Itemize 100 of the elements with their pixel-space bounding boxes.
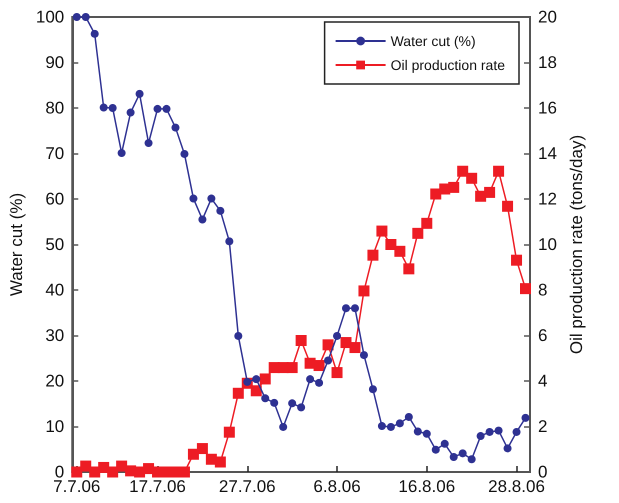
y2-tick-label: 2	[538, 417, 548, 436]
point	[82, 13, 90, 21]
point	[468, 455, 476, 464]
point	[162, 104, 171, 113]
point	[214, 456, 226, 468]
point	[421, 218, 432, 229]
point	[260, 373, 271, 384]
point	[243, 378, 252, 386]
point	[196, 443, 208, 454]
legend-label: Oil production rate	[390, 57, 506, 73]
point	[493, 166, 504, 177]
y-tick-label: 30	[45, 326, 64, 345]
point	[466, 172, 478, 184]
point	[350, 304, 359, 312]
point	[504, 444, 512, 452]
point	[403, 263, 414, 274]
point	[154, 104, 162, 113]
point	[207, 194, 216, 203]
y2-tick-label: 12	[538, 190, 557, 208]
y-tick-label: 10	[45, 417, 64, 436]
y2-tick-label: 20	[538, 8, 557, 26]
point	[118, 149, 126, 158]
point	[368, 385, 377, 394]
y2-tick-label: 14	[538, 144, 557, 163]
point	[342, 304, 350, 312]
point	[367, 250, 378, 261]
point	[80, 460, 92, 472]
point	[360, 351, 368, 360]
x-tick-label: 27.7.06	[218, 477, 276, 496]
point	[107, 466, 118, 478]
point	[296, 335, 307, 346]
x-tick-label: 16.8.06	[398, 477, 456, 496]
point	[126, 108, 135, 117]
point	[333, 332, 342, 340]
point	[252, 375, 260, 384]
point	[116, 460, 128, 472]
point	[180, 150, 188, 158]
point	[297, 403, 306, 412]
point	[224, 426, 235, 438]
point	[432, 446, 440, 454]
point	[502, 200, 514, 212]
point	[512, 428, 521, 436]
point	[270, 398, 278, 407]
y-axis-title: Water cut (%)	[7, 192, 26, 296]
point	[385, 239, 396, 250]
point	[188, 448, 199, 460]
y2-axis-title: Oil production rate (tons/day)	[566, 134, 586, 354]
point	[349, 342, 360, 354]
y-tick-label: 90	[45, 53, 64, 72]
point	[520, 283, 532, 294]
point	[404, 412, 413, 421]
point	[136, 90, 144, 98]
point	[386, 422, 395, 431]
point	[340, 337, 352, 348]
point	[286, 362, 298, 374]
point	[412, 228, 424, 239]
point	[171, 124, 180, 132]
point	[448, 182, 460, 193]
point	[484, 186, 496, 198]
y-tick-label: 50	[45, 235, 64, 254]
point	[378, 422, 386, 430]
point	[324, 356, 332, 365]
y2-tick-label: 8	[538, 280, 548, 300]
point	[90, 30, 99, 38]
point	[422, 430, 431, 438]
x-tick-label: 6.8.06	[313, 477, 361, 496]
point	[232, 388, 244, 399]
point	[250, 385, 262, 396]
y2-tick-label: 6	[538, 326, 548, 345]
point	[486, 428, 494, 436]
y-tick-label: 70	[45, 144, 64, 163]
point	[306, 375, 314, 384]
point	[476, 432, 485, 440]
point	[457, 166, 468, 177]
y2-tick-label: 18	[538, 53, 557, 72]
point	[511, 254, 522, 266]
point	[261, 394, 270, 402]
y-tick-label: 20	[45, 372, 64, 390]
point	[358, 285, 370, 296]
point	[225, 237, 234, 246]
x-tick-label: 17.7.06	[129, 477, 186, 496]
y-tick-label: 80	[45, 98, 64, 118]
point	[458, 449, 467, 458]
point	[440, 440, 449, 448]
point	[198, 215, 206, 224]
y-tick-label: 60	[45, 190, 64, 208]
point	[450, 452, 458, 461]
point	[522, 414, 530, 422]
y2-tick-label: 10	[538, 235, 557, 254]
point	[414, 428, 422, 436]
point	[396, 419, 404, 428]
point	[216, 206, 224, 215]
point	[108, 104, 117, 112]
point	[332, 367, 343, 378]
point	[315, 378, 324, 387]
y-tick-label: 40	[45, 280, 64, 300]
point	[234, 332, 242, 340]
point	[72, 13, 81, 21]
y2-tick-label: 16	[538, 98, 557, 118]
point	[394, 246, 406, 257]
